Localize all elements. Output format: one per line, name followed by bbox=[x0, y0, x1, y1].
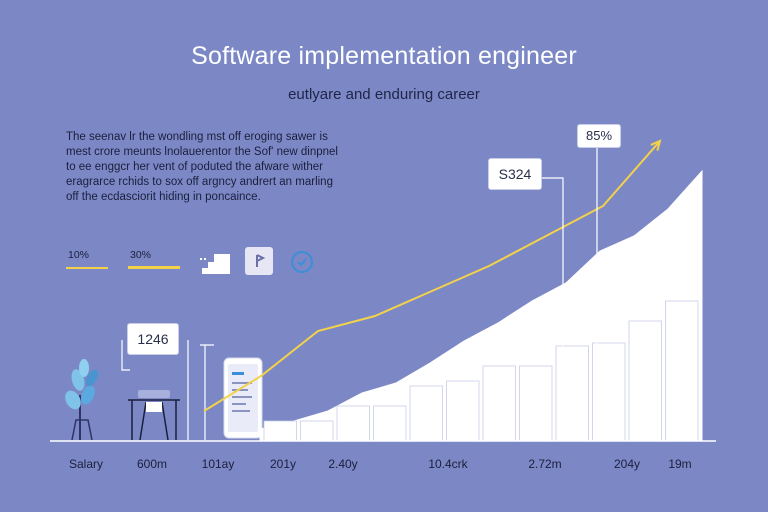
trend-line bbox=[203, 140, 661, 412]
chart-bar bbox=[446, 380, 480, 442]
flag-chip-icon bbox=[245, 247, 273, 275]
callout-connectors bbox=[540, 148, 598, 441]
legend-label-1: 10% bbox=[68, 249, 90, 261]
x-tick-label: 10.4crk bbox=[428, 457, 468, 471]
chart-bar bbox=[263, 420, 297, 442]
bracket-lines bbox=[121, 340, 214, 440]
tablet-document-icon bbox=[223, 357, 263, 439]
stairs-chip-icon bbox=[200, 248, 230, 276]
trend-arrowhead bbox=[650, 139, 662, 151]
chart-bar bbox=[373, 405, 407, 442]
description-text: The seenav lr the wondling mst off erogi… bbox=[66, 130, 396, 205]
area-layer bbox=[259, 169, 703, 442]
bars-layer bbox=[263, 300, 699, 442]
description-line: off the ecdasciorit hiding in poncaince. bbox=[66, 191, 261, 203]
chart-bar bbox=[336, 405, 370, 442]
description-line: to ee enggcr her vent of poduted the afw… bbox=[66, 161, 323, 173]
x-tick-label: 2.72m bbox=[528, 457, 562, 471]
chart-title: Software implementation engineer bbox=[191, 42, 577, 70]
trend-layer bbox=[203, 139, 662, 412]
low-value-callout: 1246 bbox=[127, 323, 179, 355]
x-tick-label: 204y bbox=[613, 457, 641, 471]
chart-bar bbox=[482, 365, 516, 442]
description-line: eragrarce rchids to sox off argncy andre… bbox=[66, 176, 333, 188]
top-percent-callout: 85% bbox=[577, 124, 621, 148]
chart-bar bbox=[555, 345, 589, 442]
chart-bar bbox=[519, 365, 553, 442]
area-shape bbox=[259, 169, 703, 442]
chart-bar bbox=[300, 420, 334, 442]
plant-icon bbox=[65, 359, 99, 441]
x-tick-label: 2.40y bbox=[328, 457, 358, 471]
x-tick-label: 19m bbox=[668, 457, 692, 471]
legend-line-1 bbox=[66, 267, 108, 269]
legend-label-2: 30% bbox=[130, 249, 152, 261]
x-tick-label: 101ay bbox=[201, 457, 235, 471]
x-tick-label: 201y bbox=[269, 457, 297, 471]
description-line: The seenav lr the wondling mst off erogi… bbox=[66, 131, 328, 143]
chart-subtitle: eutlyare and enduring career bbox=[288, 86, 480, 103]
check-circle-icon bbox=[291, 251, 313, 273]
chart-bar bbox=[665, 300, 699, 442]
desk-chair-icon bbox=[128, 390, 180, 441]
x-tick-label: Salary bbox=[68, 457, 104, 471]
peak-value-callout: S324 bbox=[488, 158, 542, 190]
legend-line-2 bbox=[128, 266, 180, 269]
chart-bar bbox=[409, 385, 443, 442]
description-line: mest crore meunts lnolauerentor the Sof'… bbox=[66, 146, 338, 158]
chart-bar bbox=[628, 320, 662, 442]
x-tick-label: 600m bbox=[136, 457, 168, 471]
